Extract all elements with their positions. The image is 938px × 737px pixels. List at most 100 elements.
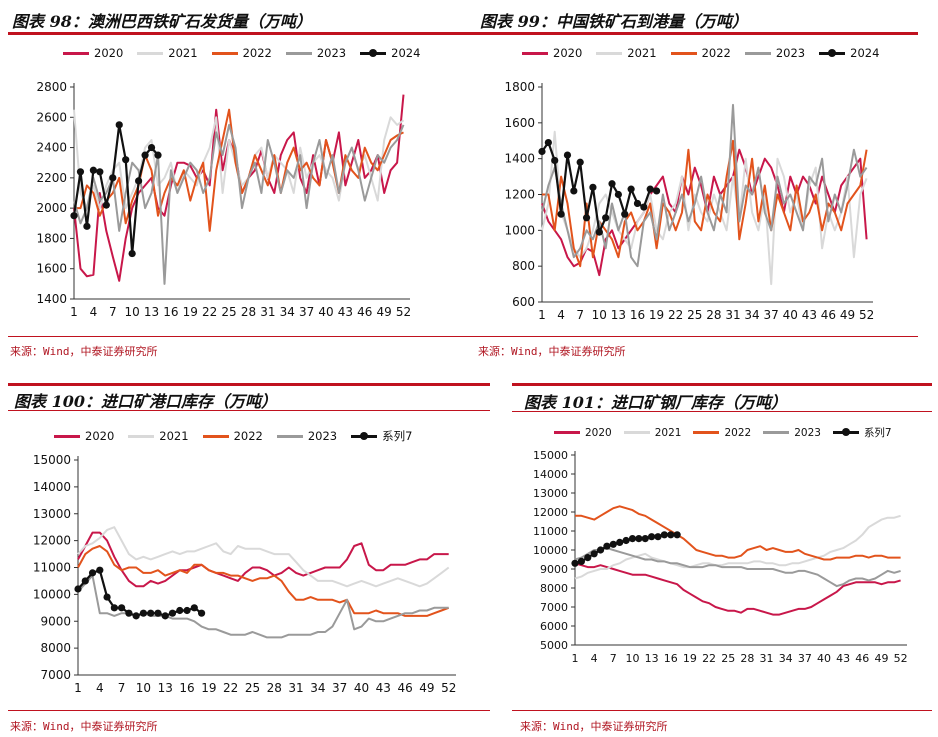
y-tick-label: 15000 [533, 449, 568, 462]
legend-swatch [744, 51, 771, 55]
x-tick-label: 19 [683, 652, 697, 665]
source-note: 来源：Wind，中泰证券研究所 [520, 720, 668, 733]
x-tick-label: 22 [668, 308, 683, 322]
legend-swatch [819, 48, 846, 57]
x-tick-label: 43 [376, 681, 391, 695]
data-point [648, 533, 656, 541]
data-point [161, 612, 169, 620]
line-chart: 5000 6000 7000 8000 9000 10000 11000 12000 13000… [533, 449, 908, 665]
x-tick-label: 4 [90, 305, 98, 319]
data-point [621, 210, 629, 218]
data-point [141, 151, 149, 159]
legend-label: 2020 [553, 46, 583, 60]
chart-panel-mill-inventory: 图表 101：进口矿钢厂库存（万吨） 2020 2021 2022 2023 系列7 5… [512, 383, 932, 735]
legend-item: 2020 [554, 427, 612, 439]
legend-swatch [693, 431, 720, 434]
x-tick-label: 1 [538, 308, 546, 322]
y-tick-label: 12000 [533, 506, 568, 519]
x-tick-label: 40 [354, 681, 369, 695]
data-point [122, 156, 130, 164]
y-tick-label: 15000 [33, 453, 71, 467]
data-point [109, 174, 117, 182]
line-chart: 1400 1600 1800 2000 2200 2400 2600 2800 1 4 7 10 13 1… [36, 80, 411, 319]
legend-swatch [554, 431, 580, 434]
legend-swatch [351, 431, 378, 440]
data-point [147, 609, 155, 617]
source-divider [8, 710, 490, 711]
data-point [609, 540, 617, 548]
series-line-2023 [73, 123, 405, 285]
legend-swatch [670, 51, 697, 55]
x-tick-label: 28 [740, 652, 754, 665]
y-tick-label: 9000 [540, 563, 568, 576]
data-point [118, 604, 126, 612]
x-tick-label: 43 [802, 308, 817, 322]
x-tick-label: 4 [591, 652, 598, 665]
x-tick-label: 40 [318, 305, 333, 319]
x-tick-label: 49 [419, 681, 434, 695]
y-tick-label: 13000 [533, 487, 568, 500]
legend-item: 2024 [819, 46, 879, 60]
data-point [538, 147, 546, 156]
legend-label: 2021 [159, 429, 189, 443]
series-line-2021 [77, 526, 450, 588]
title-underline-lower [512, 411, 932, 412]
data-point [70, 212, 78, 220]
x-tick-label: 31 [760, 652, 774, 665]
legend-item: 2022 [202, 429, 263, 443]
data-point [570, 187, 578, 195]
x-tick-label: 46 [357, 305, 372, 319]
source-note: 来源：Wind，中泰证券研究所 [10, 345, 158, 358]
x-tick-label: 13 [158, 681, 173, 695]
x-tick-label: 1 [70, 305, 78, 319]
x-tick-label: 52 [894, 652, 908, 665]
chart-panel-port-inventory: 图表 100：进口矿港口库存（万吨） 2020 2021 2022 2023 系列7 7… [8, 383, 490, 735]
y-tick-label: 2600 [36, 110, 67, 124]
x-tick-label: 31 [260, 305, 275, 319]
data-point [667, 531, 675, 539]
source-divider [8, 336, 470, 337]
legend-label: 2023 [775, 46, 806, 60]
data-point [557, 210, 565, 218]
x-tick-label: 34 [310, 681, 325, 695]
legend-marker [828, 48, 837, 57]
data-point [576, 158, 584, 166]
legend-item: 2020 [54, 429, 114, 443]
series-line-2024 [72, 123, 159, 255]
data-point [577, 557, 585, 565]
data-point [190, 604, 198, 612]
data-point [640, 203, 648, 211]
data-point [76, 168, 85, 176]
legend-swatch [211, 51, 238, 55]
data-point [168, 609, 177, 617]
y-tick-label: 1600 [504, 116, 535, 130]
x-tick-label: 10 [592, 308, 607, 322]
y-tick-label: 13000 [33, 507, 71, 521]
legend-item: 2022 [670, 46, 731, 60]
x-tick-label: 19 [183, 305, 198, 319]
x-tick-label: 22 [223, 681, 238, 695]
x-tick-label: 25 [221, 305, 236, 319]
x-tick-label: 52 [859, 308, 874, 322]
x-tick-label: 34 [744, 308, 759, 322]
legend-item: 系列7 [832, 425, 892, 440]
y-tick-label: 2800 [36, 80, 67, 94]
series-line-2022 [542, 139, 868, 268]
legend-item: 2020 [63, 46, 123, 60]
data-point [83, 222, 91, 230]
data-point [132, 612, 140, 620]
x-tick-label: 49 [377, 305, 392, 319]
legend-swatch [276, 434, 303, 438]
data-point [608, 180, 616, 188]
x-tick-label: 1 [572, 652, 579, 665]
title-underline [8, 32, 470, 35]
x-tick-label: 13 [144, 305, 159, 319]
x-tick-label: 19 [649, 308, 664, 322]
y-tick-label: 8000 [540, 582, 568, 595]
x-tick-label: 49 [840, 308, 855, 322]
legend-swatch [596, 51, 623, 55]
legend-swatch [63, 51, 89, 55]
data-point [89, 166, 97, 174]
legend-item: 2021 [137, 46, 198, 60]
x-tick-label: 7 [118, 681, 126, 695]
